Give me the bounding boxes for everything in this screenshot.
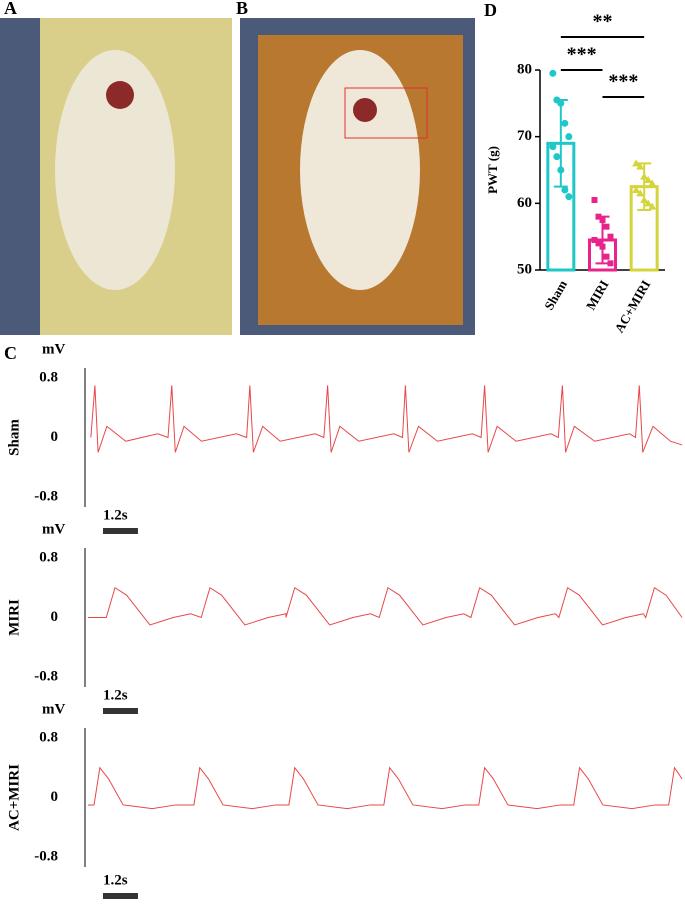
y-tick-label: 60 bbox=[517, 195, 532, 211]
y-unit-label: mV bbox=[42, 341, 65, 357]
y-tick-label: -0.8 bbox=[34, 668, 58, 684]
x-tick-label: Sham bbox=[541, 277, 570, 312]
x-tick-label: MIRI bbox=[583, 277, 612, 312]
data-point bbox=[603, 223, 610, 230]
data-point bbox=[595, 213, 602, 220]
y-tick-label: -0.8 bbox=[34, 488, 58, 504]
data-point bbox=[565, 193, 573, 201]
data-point bbox=[599, 243, 606, 250]
y-tick-label: 0.8 bbox=[39, 369, 58, 385]
ecg-trace bbox=[87, 766, 683, 810]
row-label: MIRI bbox=[6, 599, 22, 636]
y-tick-label: 0.8 bbox=[39, 549, 58, 565]
significance-label: ** bbox=[593, 11, 613, 33]
y-tick-label: 0 bbox=[51, 429, 59, 445]
data-point bbox=[561, 186, 569, 194]
data-point bbox=[636, 189, 645, 197]
data-point bbox=[553, 153, 561, 161]
data-point bbox=[565, 133, 573, 141]
scale-bar-label: 1.2s bbox=[103, 507, 128, 523]
scale-bar bbox=[103, 708, 138, 714]
scale-bar-label: 1.2s bbox=[103, 687, 128, 703]
y-tick-label: -0.8 bbox=[34, 848, 58, 864]
y-unit-label: mV bbox=[42, 521, 65, 537]
photo-a bbox=[0, 18, 232, 335]
photo-cloth bbox=[0, 18, 40, 335]
data-point bbox=[640, 172, 649, 180]
data-point bbox=[648, 179, 657, 187]
y-tick-label: 80 bbox=[517, 61, 532, 77]
data-point bbox=[557, 166, 565, 174]
data-point bbox=[599, 217, 606, 223]
photo-rat bbox=[55, 50, 175, 290]
photo-incision bbox=[106, 81, 134, 109]
significance-label: *** bbox=[608, 71, 638, 93]
data-point bbox=[632, 159, 641, 167]
data-point bbox=[607, 260, 614, 267]
panel-label: A bbox=[4, 0, 17, 18]
photo-incision bbox=[353, 98, 377, 122]
scale-bar bbox=[103, 528, 138, 534]
data-point bbox=[607, 233, 614, 240]
data-point bbox=[557, 99, 565, 107]
y-tick-label: 50 bbox=[517, 261, 532, 277]
data-point bbox=[561, 119, 569, 127]
data-point bbox=[591, 197, 598, 203]
panel-label: D bbox=[484, 0, 497, 20]
photo-rat bbox=[300, 50, 420, 290]
significance-label: *** bbox=[567, 44, 597, 66]
data-point bbox=[603, 253, 610, 260]
panel-label: B bbox=[236, 0, 248, 18]
data-point bbox=[644, 199, 653, 207]
y-tick-label: 0.8 bbox=[39, 729, 58, 745]
data-point bbox=[549, 143, 557, 151]
data-point bbox=[632, 186, 641, 193]
row-label: Sham bbox=[6, 419, 22, 456]
data-point bbox=[636, 162, 645, 170]
data-point bbox=[595, 240, 602, 247]
panel-label: C bbox=[4, 343, 17, 363]
photo-b bbox=[240, 18, 475, 335]
data-point bbox=[549, 69, 557, 77]
y-tick-label: 0 bbox=[51, 789, 59, 805]
y-tick-label: 70 bbox=[517, 128, 532, 144]
data-point bbox=[591, 237, 598, 243]
row-label: AC+MIRI bbox=[6, 764, 22, 831]
data-point bbox=[644, 176, 653, 183]
scale-bar-label: 1.2s bbox=[103, 872, 128, 888]
ecg-trace bbox=[90, 385, 683, 453]
y-unit-label: mV bbox=[42, 701, 65, 717]
scale-bar bbox=[103, 893, 138, 899]
data-point bbox=[648, 202, 657, 210]
y-axis-label: PWT (g) bbox=[485, 146, 500, 194]
x-tick-label: AC+MIRI bbox=[611, 277, 653, 335]
ecg-trace bbox=[87, 586, 683, 626]
y-tick-label: 0 bbox=[51, 609, 59, 625]
data-point bbox=[640, 196, 649, 203]
photo-box bbox=[344, 87, 428, 139]
